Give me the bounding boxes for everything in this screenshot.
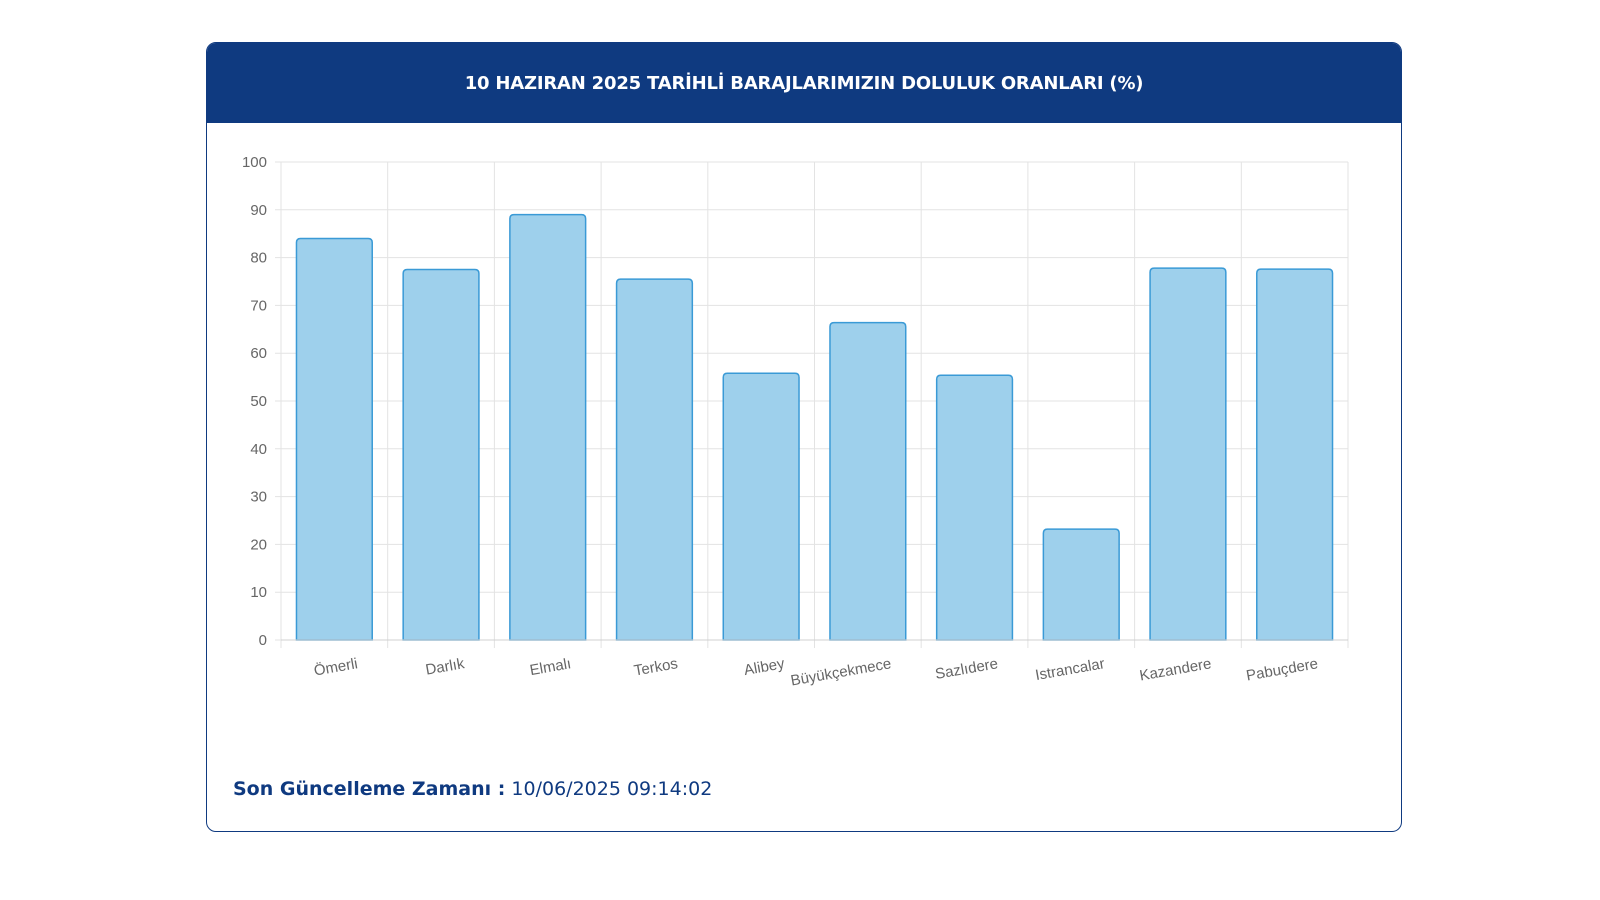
bar-10 bbox=[1256, 268, 1334, 641]
y-tick-label: 40 bbox=[250, 441, 267, 458]
y-tick-label: 100 bbox=[242, 154, 267, 171]
y-tick-label: 10 bbox=[250, 584, 267, 601]
x-tick-label: Darlık bbox=[424, 655, 466, 679]
last-updated-label: Son Güncelleme Zamanı : bbox=[233, 778, 506, 800]
bar-6 bbox=[829, 321, 907, 641]
bar-1 bbox=[295, 237, 373, 641]
x-tick-label: Terkos bbox=[633, 655, 679, 679]
last-updated: Son Güncelleme Zamanı : 10/06/2025 09:14… bbox=[233, 778, 712, 800]
y-tick-label: 70 bbox=[250, 297, 267, 314]
x-tick-label: Kazandere bbox=[1138, 655, 1212, 684]
y-tick-label: 0 bbox=[259, 632, 267, 649]
chart-area: 0 10 20 30 40 50 60 70 80 90 100 Ömerli Darlık Elmalı… bbox=[207, 123, 1401, 763]
x-tick-label: Büyükçekmece bbox=[789, 655, 892, 689]
y-tick-label: 90 bbox=[250, 202, 267, 219]
bar-3 bbox=[509, 213, 587, 641]
bar-8 bbox=[1042, 528, 1120, 641]
bar-7 bbox=[935, 374, 1014, 641]
x-tick-label: Pabuçdere bbox=[1245, 655, 1319, 684]
y-tick-label: 60 bbox=[250, 345, 267, 362]
bar-chart: 0 10 20 30 40 50 60 70 80 90 100 Ömerli Darlık Elmalı… bbox=[242, 154, 1349, 690]
x-tick-label: Sazlıdere bbox=[934, 655, 999, 683]
bar-4 bbox=[615, 278, 694, 641]
last-updated-value: 10/06/2025 09:14:02 bbox=[511, 778, 713, 800]
x-tick-label: Elmalı bbox=[528, 655, 572, 679]
y-tick-label: 30 bbox=[250, 489, 267, 506]
bar-9 bbox=[1149, 267, 1227, 641]
chart-title: 10 HAZIRAN 2025 TARİHLİ BARAJLARIMIZIN D… bbox=[207, 43, 1401, 123]
x-tick-label: Ömerli bbox=[312, 654, 359, 679]
bar-2 bbox=[402, 268, 480, 641]
y-tick-label: 80 bbox=[250, 250, 267, 267]
x-tick-label: Alibey bbox=[743, 655, 787, 679]
bar-5 bbox=[722, 372, 800, 641]
y-tick-label: 50 bbox=[250, 393, 267, 410]
dam-occupancy-card: 10 HAZIRAN 2025 TARİHLİ BARAJLARIMIZIN D… bbox=[206, 42, 1402, 832]
y-tick-label: 20 bbox=[250, 536, 267, 553]
x-tick-label: Istrancalar bbox=[1034, 655, 1106, 684]
